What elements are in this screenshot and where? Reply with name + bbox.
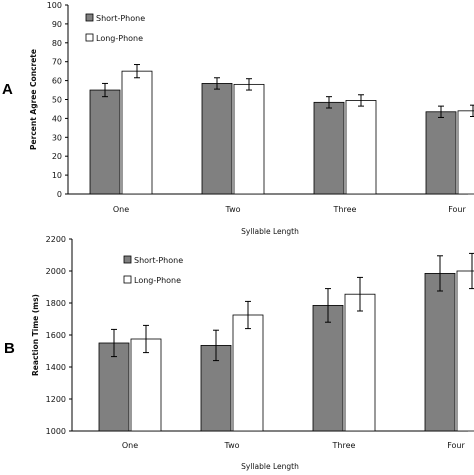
y-tick-label: 100 xyxy=(47,1,62,10)
panel-label: B xyxy=(4,340,15,357)
y-tick-label: 70 xyxy=(52,58,62,67)
legend-label: Short-Phone xyxy=(134,256,183,265)
x-tick-label: Three xyxy=(333,205,357,214)
legend-swatch xyxy=(85,33,94,42)
y-tick-label: 90 xyxy=(52,20,62,29)
y-tick-label: 1400 xyxy=(46,363,66,372)
chart-panel-b: B 1000 1200 1400 1600 1800 2000 2200 Reaction Ti… xyxy=(4,235,474,471)
x-tick-label: One xyxy=(113,205,129,214)
bar-long-phone-one xyxy=(121,70,153,195)
y-tick-label: 20 xyxy=(52,152,62,161)
legend-swatch xyxy=(85,13,94,22)
y-tick-label: 80 xyxy=(52,39,62,48)
bar-long-phone-four xyxy=(456,270,474,432)
x-tick-label: Four xyxy=(447,441,465,450)
chart-panel-a: A 0 10 20 30 40 50 60 70 80 90 100 Percent Agree Con… xyxy=(2,1,474,236)
bar-long-phone-four xyxy=(457,110,474,195)
y-tick-label: 2000 xyxy=(46,267,66,276)
bar-short-phone-four xyxy=(424,272,456,432)
y-tick-label: 1000 xyxy=(46,427,66,436)
legend-label: Long-Phone xyxy=(96,34,143,43)
legend-swatch xyxy=(123,275,132,284)
y-tick-label: 1200 xyxy=(46,395,66,404)
x-tick-label: Three xyxy=(332,441,356,450)
y-tick-label: 60 xyxy=(52,77,62,86)
y-tick-label: 50 xyxy=(52,96,62,105)
legend-label: Long-Phone xyxy=(134,276,181,285)
y-tick-label: 40 xyxy=(52,114,62,123)
x-tick-label: Two xyxy=(225,205,241,214)
bar-long-phone-three xyxy=(344,293,376,432)
legend-swatch xyxy=(123,255,132,264)
y-axis-title: Percent Agree Concrete xyxy=(29,49,38,150)
x-tick-label: Four xyxy=(448,205,466,214)
bar-short-phone-three xyxy=(313,101,345,195)
panel-label: A xyxy=(2,81,13,98)
bar-long-phone-two xyxy=(232,314,264,432)
y-tick-label: 1600 xyxy=(46,331,66,340)
x-tick-label: Two xyxy=(224,441,240,450)
legend-label: Short-Phone xyxy=(96,14,145,23)
y-axis-title: Reaction Time (ms) xyxy=(31,294,40,376)
bar-short-phone-one xyxy=(89,89,121,195)
bar-short-phone-two xyxy=(201,83,233,195)
y-tick-label: 0 xyxy=(57,190,62,199)
y-tick-label: 30 xyxy=(52,133,62,142)
bar-short-phone-one xyxy=(98,342,130,432)
bar-short-phone-three xyxy=(312,304,344,432)
x-axis-title: Syllable Length xyxy=(241,227,299,236)
x-tick-label: One xyxy=(122,441,138,450)
bar-long-phone-two xyxy=(233,83,265,195)
y-tick-label: 10 xyxy=(52,171,62,180)
y-tick-label: 2200 xyxy=(46,235,66,244)
bar-long-phone-three xyxy=(345,100,377,195)
bar-long-phone-one xyxy=(130,338,162,432)
bar-short-phone-four xyxy=(425,111,457,195)
y-tick-label: 1800 xyxy=(46,299,66,308)
x-axis-title: Syllable Length xyxy=(241,462,299,471)
